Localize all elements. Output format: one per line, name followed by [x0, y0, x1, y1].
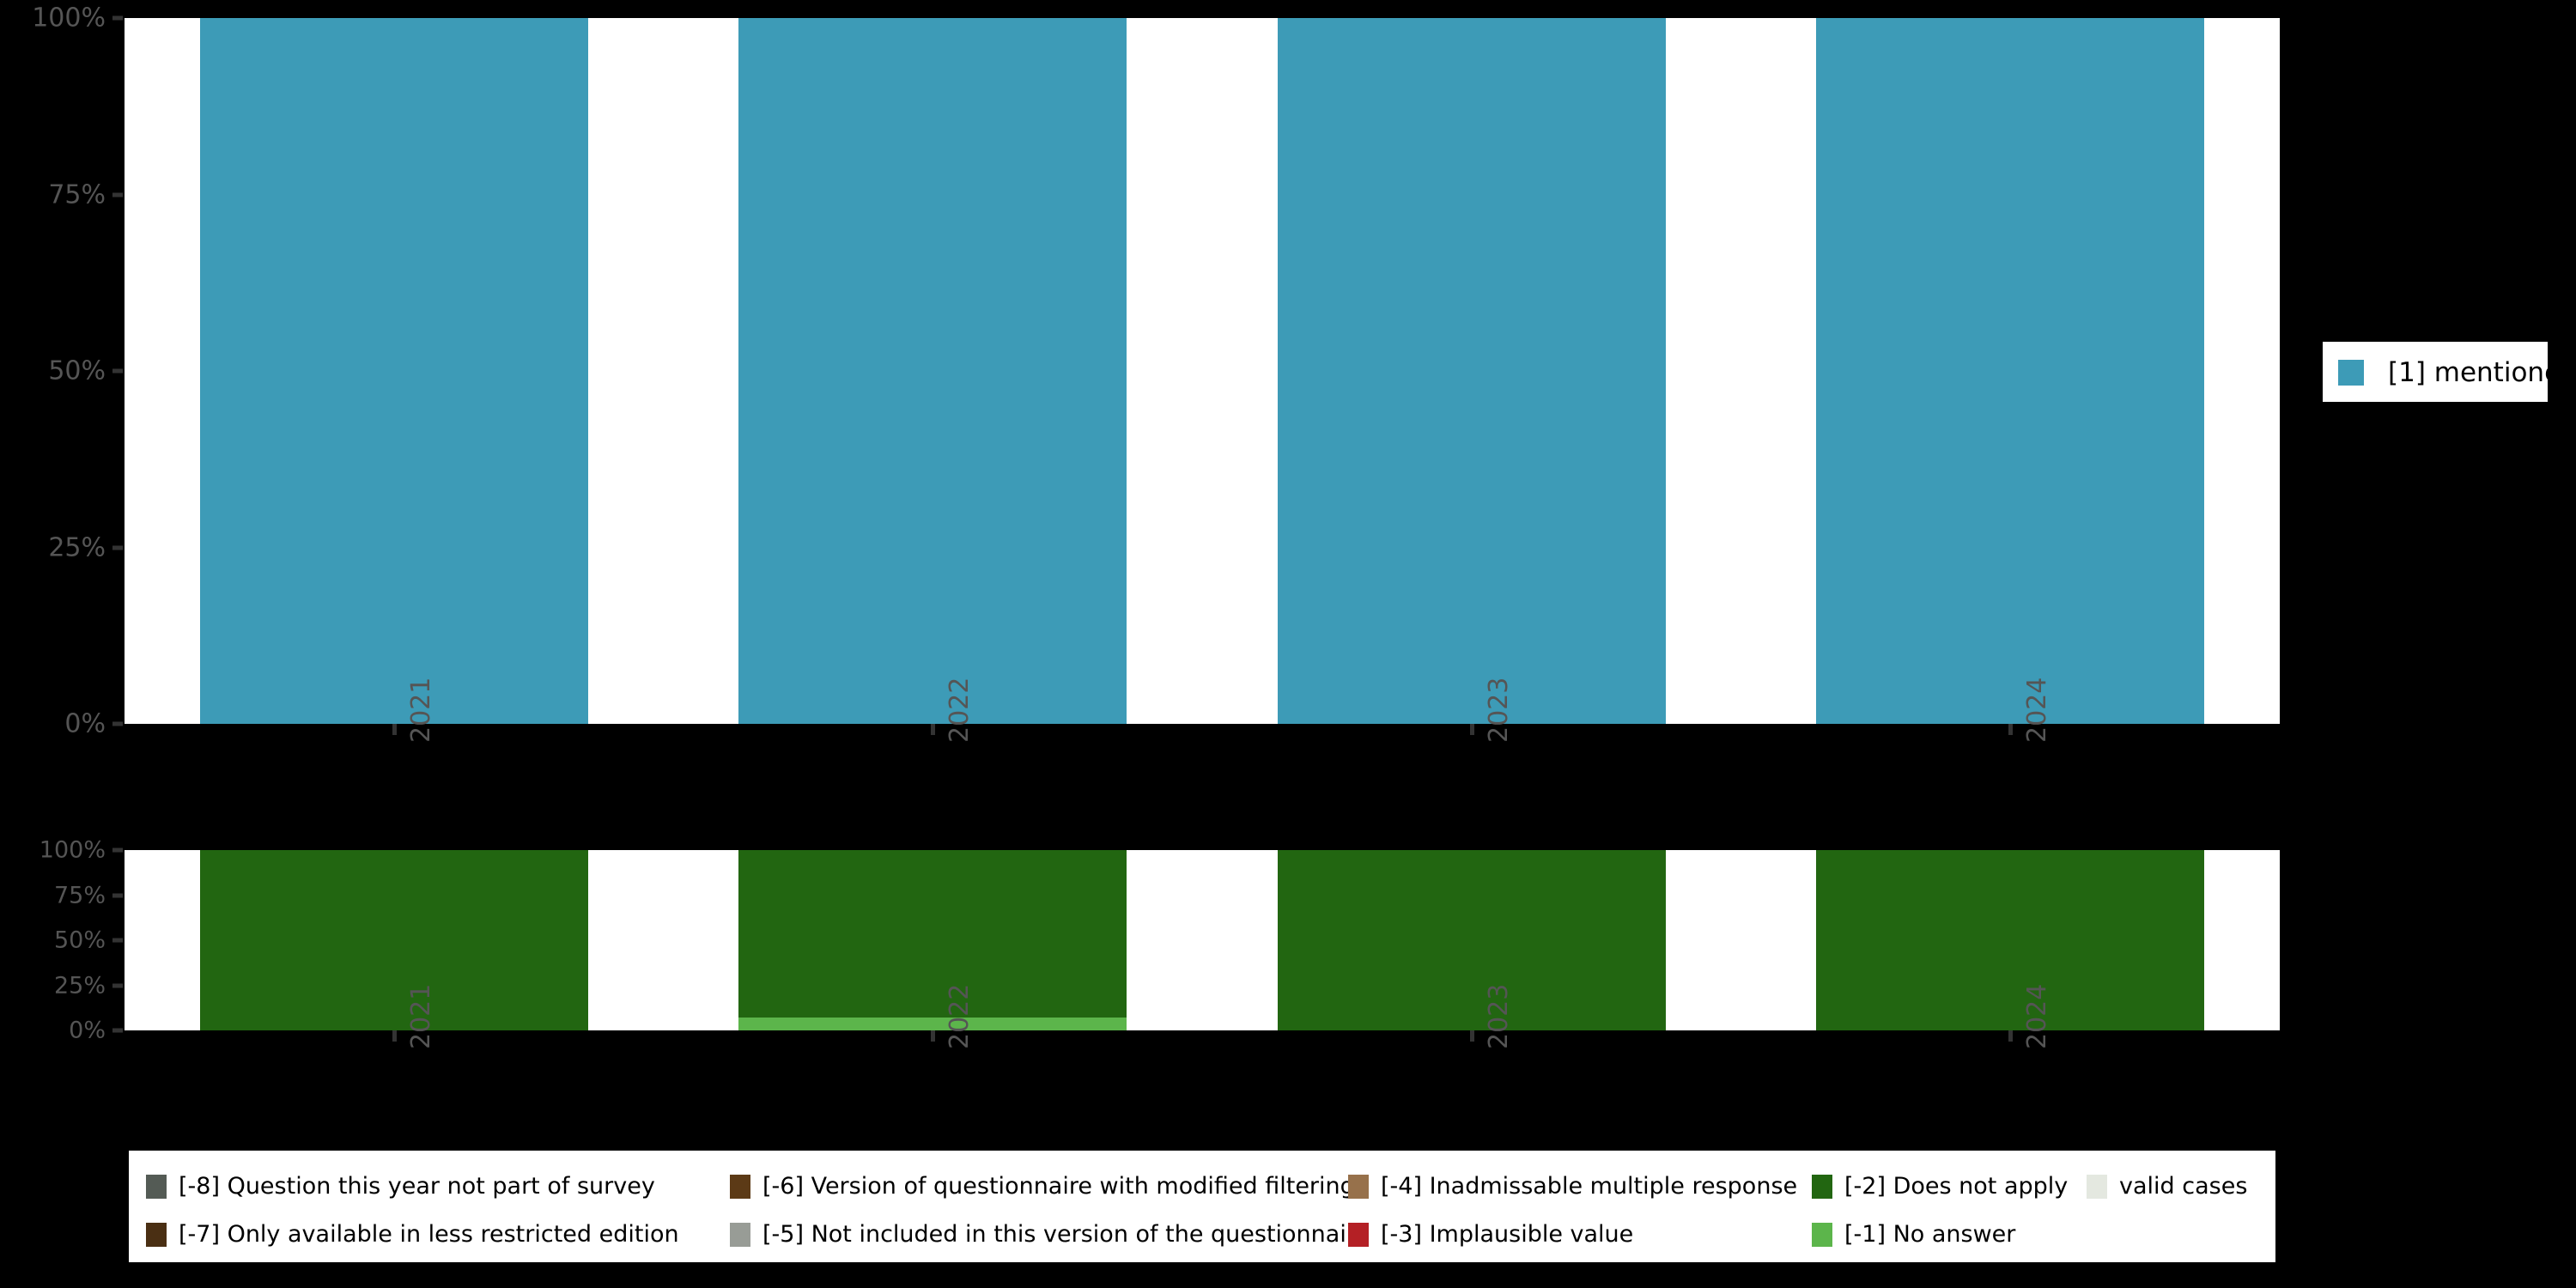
value-legend: [1] mentioned — [2323, 342, 2576, 402]
y-axis-tick-mark — [112, 368, 123, 374]
y-axis-tick-mark — [112, 1028, 123, 1033]
legend-color-swatch-icon — [1812, 1222, 1832, 1247]
y-axis-tick-label: 50% — [53, 927, 106, 954]
x-axis-tick-label: 2023 — [1483, 983, 1514, 1049]
legend-color-swatch-icon — [2338, 360, 2364, 386]
y-axis-tick-label: 25% — [48, 532, 106, 562]
x-axis-tick-mark — [931, 724, 936, 735]
legend-color-swatch-icon — [730, 1222, 750, 1247]
y-axis-tick-label: 0% — [64, 708, 106, 739]
legend-entry-label: [-1] No answer — [1844, 1221, 2016, 1248]
legend-entry-label: [-2] Does not apply — [1844, 1173, 2069, 1200]
bar-segment — [1816, 18, 2205, 724]
legend-entry[interactable]: [-8] Question this year not part of surv… — [146, 1173, 655, 1200]
legend-entry[interactable]: [-6] Version of questionnaire with modif… — [730, 1173, 1355, 1200]
y-axis-tick-mark — [112, 15, 123, 21]
legend-entry[interactable]: [-4] Inadmissable multiple response — [1348, 1173, 1797, 1200]
y-axis-tick-label: 100% — [32, 3, 106, 33]
legend-entry-label: [-5] Not included in this version of the… — [762, 1221, 1370, 1248]
missing-codes-legend: [-8] Question this year not part of surv… — [129, 1151, 2275, 1262]
bar-segment — [1277, 850, 1666, 1030]
y-axis-tick-mark — [112, 545, 123, 550]
y-axis-tick-label: 25% — [53, 972, 106, 999]
bar-segment — [199, 850, 588, 1030]
bar-segment — [738, 18, 1127, 724]
bar-segment — [738, 850, 1127, 1018]
bar-segment — [738, 1018, 1127, 1030]
legend-entry-label: [-8] Question this year not part of surv… — [179, 1173, 655, 1200]
legend-color-swatch-icon — [1812, 1174, 1832, 1199]
x-axis-tick-label: 2023 — [1483, 677, 1514, 743]
y-axis-tick-mark — [112, 721, 123, 726]
x-axis-tick-label: 2024 — [2022, 677, 2053, 743]
y-axis-tick-label: 50% — [48, 355, 106, 386]
x-axis-tick-mark — [392, 724, 397, 735]
x-axis-tick-label: 2024 — [2022, 983, 2053, 1049]
legend-entry-label: [-6] Version of questionnaire with modif… — [762, 1173, 1355, 1200]
y-axis-tick-label: 75% — [48, 179, 106, 210]
legend-entry[interactable]: [-5] Not included in this version of the… — [730, 1221, 1370, 1248]
legend-entry-label: [-7] Only available in less restricted e… — [179, 1221, 679, 1248]
legend-color-swatch-icon — [146, 1174, 167, 1199]
x-axis-tick-mark — [931, 1030, 936, 1042]
y-axis-tick-label: 0% — [69, 1017, 106, 1044]
y-axis-tick-label: 75% — [53, 882, 106, 908]
y-axis-tick-mark — [112, 893, 123, 897]
legend-entry-label: valid cases — [2119, 1173, 2248, 1200]
legend-entry-label: [1] mentioned — [2388, 357, 2576, 388]
legend-entry[interactable]: [1] mentioned — [2338, 357, 2576, 388]
legend-color-swatch-icon — [146, 1222, 167, 1247]
x-axis-tick-label: 2022 — [945, 677, 975, 743]
bar-segment — [1816, 850, 2205, 1030]
x-axis-tick-mark — [2008, 724, 2014, 735]
x-axis-tick-mark — [1469, 724, 1474, 735]
legend-entry[interactable]: [-7] Only available in less restricted e… — [146, 1221, 679, 1248]
legend-entry-label: [-3] Implausible value — [1381, 1221, 1634, 1248]
legend-entry-label: [-4] Inadmissable multiple response — [1381, 1173, 1798, 1200]
y-axis-tick-mark — [112, 983, 123, 987]
x-axis-tick-label: 2022 — [945, 983, 975, 1049]
y-axis-tick-mark — [112, 192, 123, 197]
legend-color-swatch-icon — [1348, 1174, 1369, 1199]
y-axis-tick-label: 100% — [39, 836, 106, 864]
legend-color-swatch-icon — [2087, 1174, 2107, 1199]
y-axis-tick-mark — [112, 848, 123, 853]
legend-entry[interactable]: [-1] No answer — [1812, 1221, 2015, 1248]
bar-segment — [1277, 18, 1666, 724]
x-axis-tick-label: 2021 — [405, 983, 436, 1049]
x-axis-tick-label: 2021 — [405, 677, 436, 743]
legend-color-swatch-icon — [730, 1174, 750, 1199]
legend-entry[interactable]: [-3] Implausible value — [1348, 1221, 1633, 1248]
x-axis-tick-mark — [1469, 1030, 1474, 1042]
bar-segment — [199, 18, 588, 724]
legend-color-swatch-icon — [1348, 1222, 1369, 1247]
x-axis-tick-mark — [2008, 1030, 2014, 1042]
x-axis-tick-mark — [392, 1030, 397, 1042]
legend-entry[interactable]: [-2] Does not apply — [1812, 1173, 2068, 1200]
y-axis-tick-mark — [112, 938, 123, 943]
legend-entry[interactable]: valid cases — [2087, 1173, 2247, 1200]
